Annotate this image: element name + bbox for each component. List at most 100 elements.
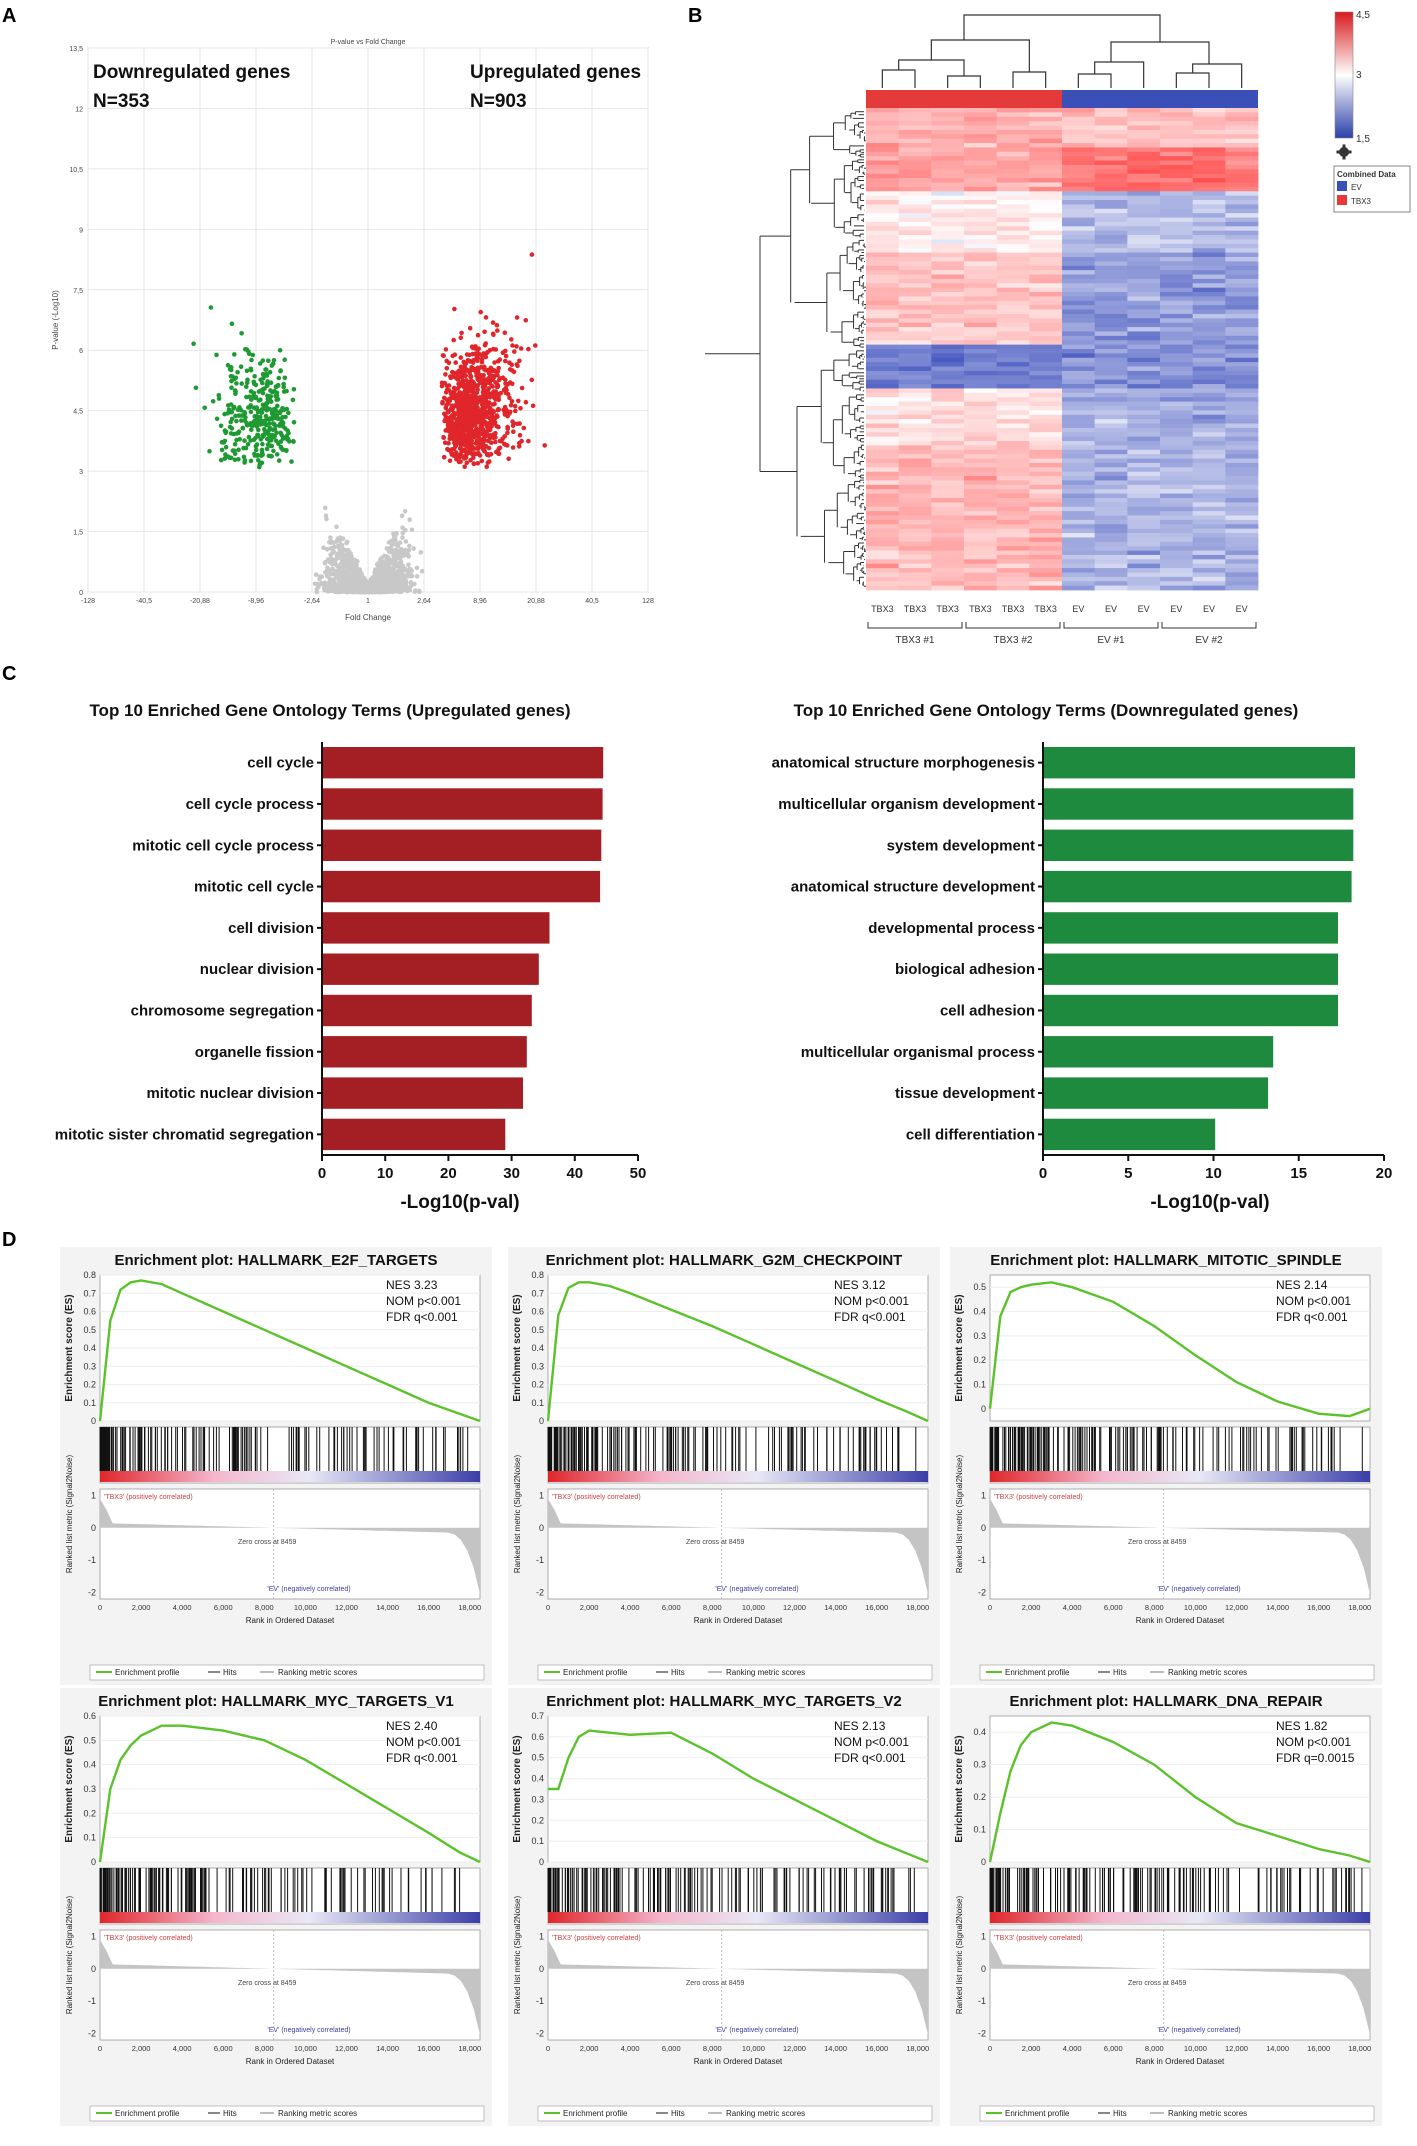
- heatmap-cell: [898, 270, 932, 275]
- heatmap-cell: [1225, 423, 1259, 429]
- volcano-point-down: [259, 407, 265, 412]
- volcano-point-down: [262, 427, 267, 432]
- row-dendrogram-branch: [858, 516, 862, 521]
- volcano-point-up: [489, 413, 495, 418]
- heatmap-cell: [1160, 208, 1194, 214]
- heatmap-cell: [1029, 467, 1063, 473]
- volcano-points: [191, 252, 547, 595]
- volcano-point-ns: [321, 585, 327, 591]
- heatmap-cell: [1225, 296, 1259, 302]
- heatmap-cell: [996, 519, 1030, 525]
- heatmap-cell: [996, 353, 1030, 359]
- heatmap-cell: [1225, 506, 1259, 512]
- heatmap-cell: [964, 362, 998, 367]
- row-dendrogram-branch: [854, 325, 860, 333]
- volcano-point-down: [282, 375, 288, 381]
- volcano-point-ns: [414, 565, 420, 571]
- heatmap-cell: [1160, 160, 1194, 166]
- heatmap-cell: [1094, 313, 1128, 319]
- volcano-point-down: [275, 382, 281, 388]
- heatmap-cell: [1029, 208, 1063, 214]
- heatmap-cell: [996, 392, 1030, 398]
- heatmap-cell: [1029, 357, 1063, 363]
- heatmap-cell: [1160, 318, 1194, 324]
- heatmap-cell: [964, 462, 998, 468]
- volcano-point-down: [253, 447, 259, 453]
- heatmap-cell: [1062, 379, 1096, 385]
- heatmap-cell: [1160, 121, 1194, 126]
- volcano-point-up: [487, 420, 493, 426]
- heatmap-cell: [1225, 484, 1259, 490]
- heatmap-cell: [1029, 112, 1063, 118]
- heatmap-cell: [866, 349, 900, 354]
- heatmap-cell: [1160, 248, 1194, 253]
- heatmap-cell: [1029, 182, 1063, 188]
- heatmap-cell: [1192, 208, 1226, 214]
- volcano-point-up: [446, 383, 452, 388]
- heatmap-cell: [1192, 327, 1226, 332]
- volcano-point-ns: [331, 540, 336, 545]
- heatmap-cell: [931, 405, 965, 411]
- row-dendrogram-branch: [841, 314, 855, 329]
- heatmap-cell: [866, 449, 900, 455]
- heatmap-cell: [898, 419, 932, 424]
- volcano-point-ns: [351, 581, 357, 587]
- heatmap-cell: [1225, 419, 1259, 424]
- volcano-point-ns: [379, 588, 384, 593]
- volcano-point-down: [251, 379, 257, 385]
- heatmap-cell: [1192, 305, 1226, 310]
- row-dendrogram-branch: [842, 397, 850, 415]
- heatmap-cell: [1192, 427, 1226, 433]
- volcano-point-down: [202, 405, 207, 411]
- heatmap-cell: [1160, 226, 1194, 232]
- panel-label-d: D: [2, 1229, 16, 1251]
- heatmap-cell: [866, 230, 900, 236]
- heatmap-cell: [1160, 235, 1194, 240]
- volcano-point-down: [272, 388, 277, 394]
- row-dendrogram-branch: [850, 214, 859, 221]
- volcano-point-up: [470, 345, 476, 351]
- heatmap-cell: [1192, 384, 1226, 389]
- heatmap-cell: [1160, 112, 1194, 118]
- heatmap-cell: [1160, 401, 1194, 407]
- volcano-point-ns: [401, 579, 406, 585]
- volcano-point-ns: [331, 588, 336, 593]
- heatmap-cell: [866, 147, 900, 153]
- volcano-point-ns: [345, 573, 351, 579]
- heatmap-cell: [1029, 423, 1063, 429]
- heatmap-cell: [931, 397, 965, 402]
- heatmap-cell: [1192, 134, 1226, 140]
- heatmap-cell: [1127, 515, 1161, 521]
- heatmap-cell: [866, 405, 900, 411]
- heatmap-cell: [1160, 506, 1194, 512]
- volcano-point-down: [259, 450, 265, 455]
- heatmap-cell: [1094, 340, 1128, 346]
- heatmap-cell: [1127, 471, 1161, 477]
- heatmap-cell: [1029, 489, 1063, 494]
- heatmap-cell: [1225, 362, 1259, 367]
- volcano-point-up: [460, 382, 466, 388]
- volcano-x-tick: 1: [366, 598, 370, 605]
- heatmap-cell: [964, 243, 998, 249]
- heatmap-cell: [1062, 265, 1096, 271]
- heatmap-cell: [1062, 169, 1096, 175]
- volcano-point-ns: [352, 567, 358, 573]
- heatmap-cell: [1192, 436, 1226, 442]
- heatmap-cell: [1160, 274, 1194, 280]
- volcano-point-ns: [384, 586, 389, 591]
- heatmap-cell: [898, 300, 932, 306]
- volcano-point-up: [463, 373, 469, 379]
- heatmap-cell: [964, 331, 998, 337]
- volcano-point-ns: [327, 582, 333, 588]
- heatmap-cell: [996, 256, 1030, 262]
- heatmap-cell: [898, 353, 932, 359]
- heatmap-cell: [1127, 331, 1161, 337]
- volcano-point-up: [446, 360, 452, 366]
- volcano-point-up: [475, 332, 481, 338]
- volcano-point-ns: [334, 524, 339, 530]
- volcano-point-down: [240, 425, 245, 431]
- heatmap-cell: [866, 239, 900, 245]
- heatmap-cell: [898, 221, 932, 227]
- volcano-point-down: [228, 419, 233, 425]
- heatmap-cell: [1062, 366, 1096, 372]
